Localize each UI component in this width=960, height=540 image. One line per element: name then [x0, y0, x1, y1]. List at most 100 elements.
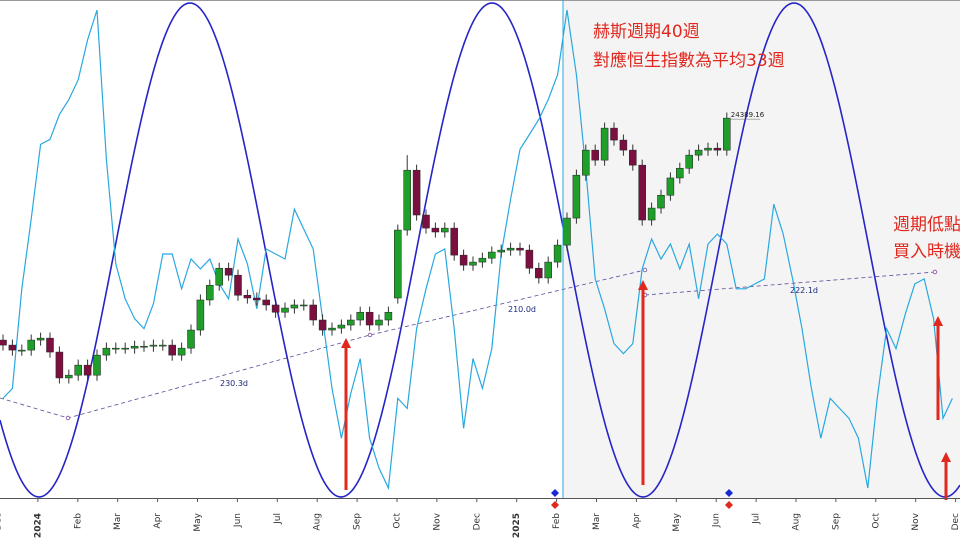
- candle-body: [676, 167, 684, 179]
- candle-body: [74, 364, 82, 376]
- x-tick-label: Nov: [911, 512, 921, 530]
- candle-body: [36, 337, 45, 341]
- x-tick-label: Apr: [153, 513, 163, 529]
- x-tick-label: Feb: [73, 513, 83, 529]
- candle-body: [394, 229, 402, 299]
- candle-body: [8, 344, 17, 351]
- candle-body: [337, 324, 346, 329]
- cycle-trough-line: [0, 269, 646, 419]
- price-label: 24389.16: [731, 111, 765, 119]
- x-tick-label: Sep: [353, 513, 363, 530]
- annotation: 對應恒生指數為平均33週: [593, 50, 785, 71]
- marker-diamond: [725, 489, 733, 497]
- candle-body: [422, 214, 430, 229]
- candle-body: [347, 319, 355, 326]
- buy-arrow-head: [941, 452, 951, 462]
- candle-body: [488, 251, 496, 259]
- annotation: 週期低點: [893, 215, 960, 235]
- candle-body: [262, 299, 270, 306]
- candle-body: [478, 257, 487, 263]
- candle-body: [412, 169, 421, 216]
- candle-body: [224, 267, 233, 276]
- cycle-point: [932, 269, 938, 275]
- candle-body: [544, 261, 552, 279]
- candle-body: [206, 284, 214, 301]
- forecast-region: [563, 0, 960, 498]
- candle-body: [459, 254, 468, 266]
- candle-body: [281, 307, 289, 313]
- candle-body: [365, 311, 374, 326]
- cycle-length-label: 230.3d: [220, 379, 248, 388]
- candle-body: [0, 339, 7, 346]
- cycle-length-label: 210.0d: [508, 305, 536, 314]
- x-tick-label: Apr: [632, 513, 642, 529]
- candle-body: [55, 351, 64, 379]
- candle-body: [46, 337, 54, 353]
- candle-body: [187, 329, 195, 349]
- oscillator-line: [2, 9, 953, 491]
- candle-body: [93, 354, 101, 376]
- cycle-wave: [0, 2, 960, 498]
- candle-body: [619, 139, 628, 151]
- candle-body: [553, 244, 562, 263]
- candle-body: [704, 147, 712, 151]
- x-tick-label: Aug: [313, 513, 323, 531]
- buy-arrow-head: [933, 316, 943, 326]
- candle-body: [723, 117, 731, 151]
- x-tick-label: Oct: [871, 513, 881, 529]
- candle-body: [629, 149, 637, 166]
- candle-body: [497, 249, 505, 253]
- candle-body: [375, 319, 383, 326]
- candle-body: [516, 247, 524, 251]
- cycle-point: [642, 267, 648, 273]
- cycle-point: [65, 415, 71, 421]
- annotation: 買入時機: [893, 242, 960, 262]
- x-tick-label: Mar: [113, 513, 123, 530]
- candle-body: [600, 127, 609, 161]
- candle-body: [685, 154, 693, 169]
- candle-body: [610, 127, 618, 141]
- candle-body: [65, 374, 73, 379]
- x-tick-label: Jul: [752, 513, 762, 525]
- candle-body: [403, 169, 411, 231]
- candle-body: [450, 227, 458, 256]
- candle-body: [177, 347, 186, 356]
- candle-body: [638, 164, 646, 221]
- candle-body: [243, 294, 252, 299]
- candle-body: [384, 311, 393, 321]
- annotation: 赫斯週期40週: [593, 22, 700, 42]
- marker-diamond: [551, 489, 559, 497]
- candle-body: [309, 304, 317, 321]
- candle-body: [535, 267, 543, 279]
- buy-arrow-head: [638, 280, 648, 290]
- candle-body: [149, 344, 158, 347]
- candle-body: [694, 149, 703, 156]
- candle-body: [102, 347, 111, 356]
- candle-body: [159, 344, 167, 347]
- mid-layer: [0, 9, 953, 491]
- x-tick-label: Oct: [393, 513, 403, 529]
- x-tick-label: 2025: [512, 513, 522, 538]
- x-tick-label: Nov: [432, 512, 442, 530]
- candle-body: [441, 227, 449, 233]
- back-layer: [0, 2, 960, 498]
- x-tick-label: Jul: [273, 513, 283, 525]
- candle-body: [196, 299, 205, 331]
- candle-body: [253, 297, 261, 301]
- candle-body: [582, 149, 590, 176]
- marker-diamond: [725, 501, 733, 509]
- candle-body: [215, 267, 223, 286]
- candle-body: [666, 177, 675, 196]
- candle-body: [130, 345, 139, 349]
- candle-body: [27, 339, 35, 351]
- candle-body: [300, 304, 308, 307]
- candle-body: [83, 364, 92, 376]
- candle-body: [506, 247, 515, 251]
- candle-body: [328, 327, 336, 331]
- candle-body: [431, 227, 440, 233]
- buy-arrow-head: [341, 338, 351, 348]
- candle-body: [572, 174, 581, 219]
- candle-body: [647, 207, 656, 221]
- x-tick-label: Dec: [951, 513, 960, 530]
